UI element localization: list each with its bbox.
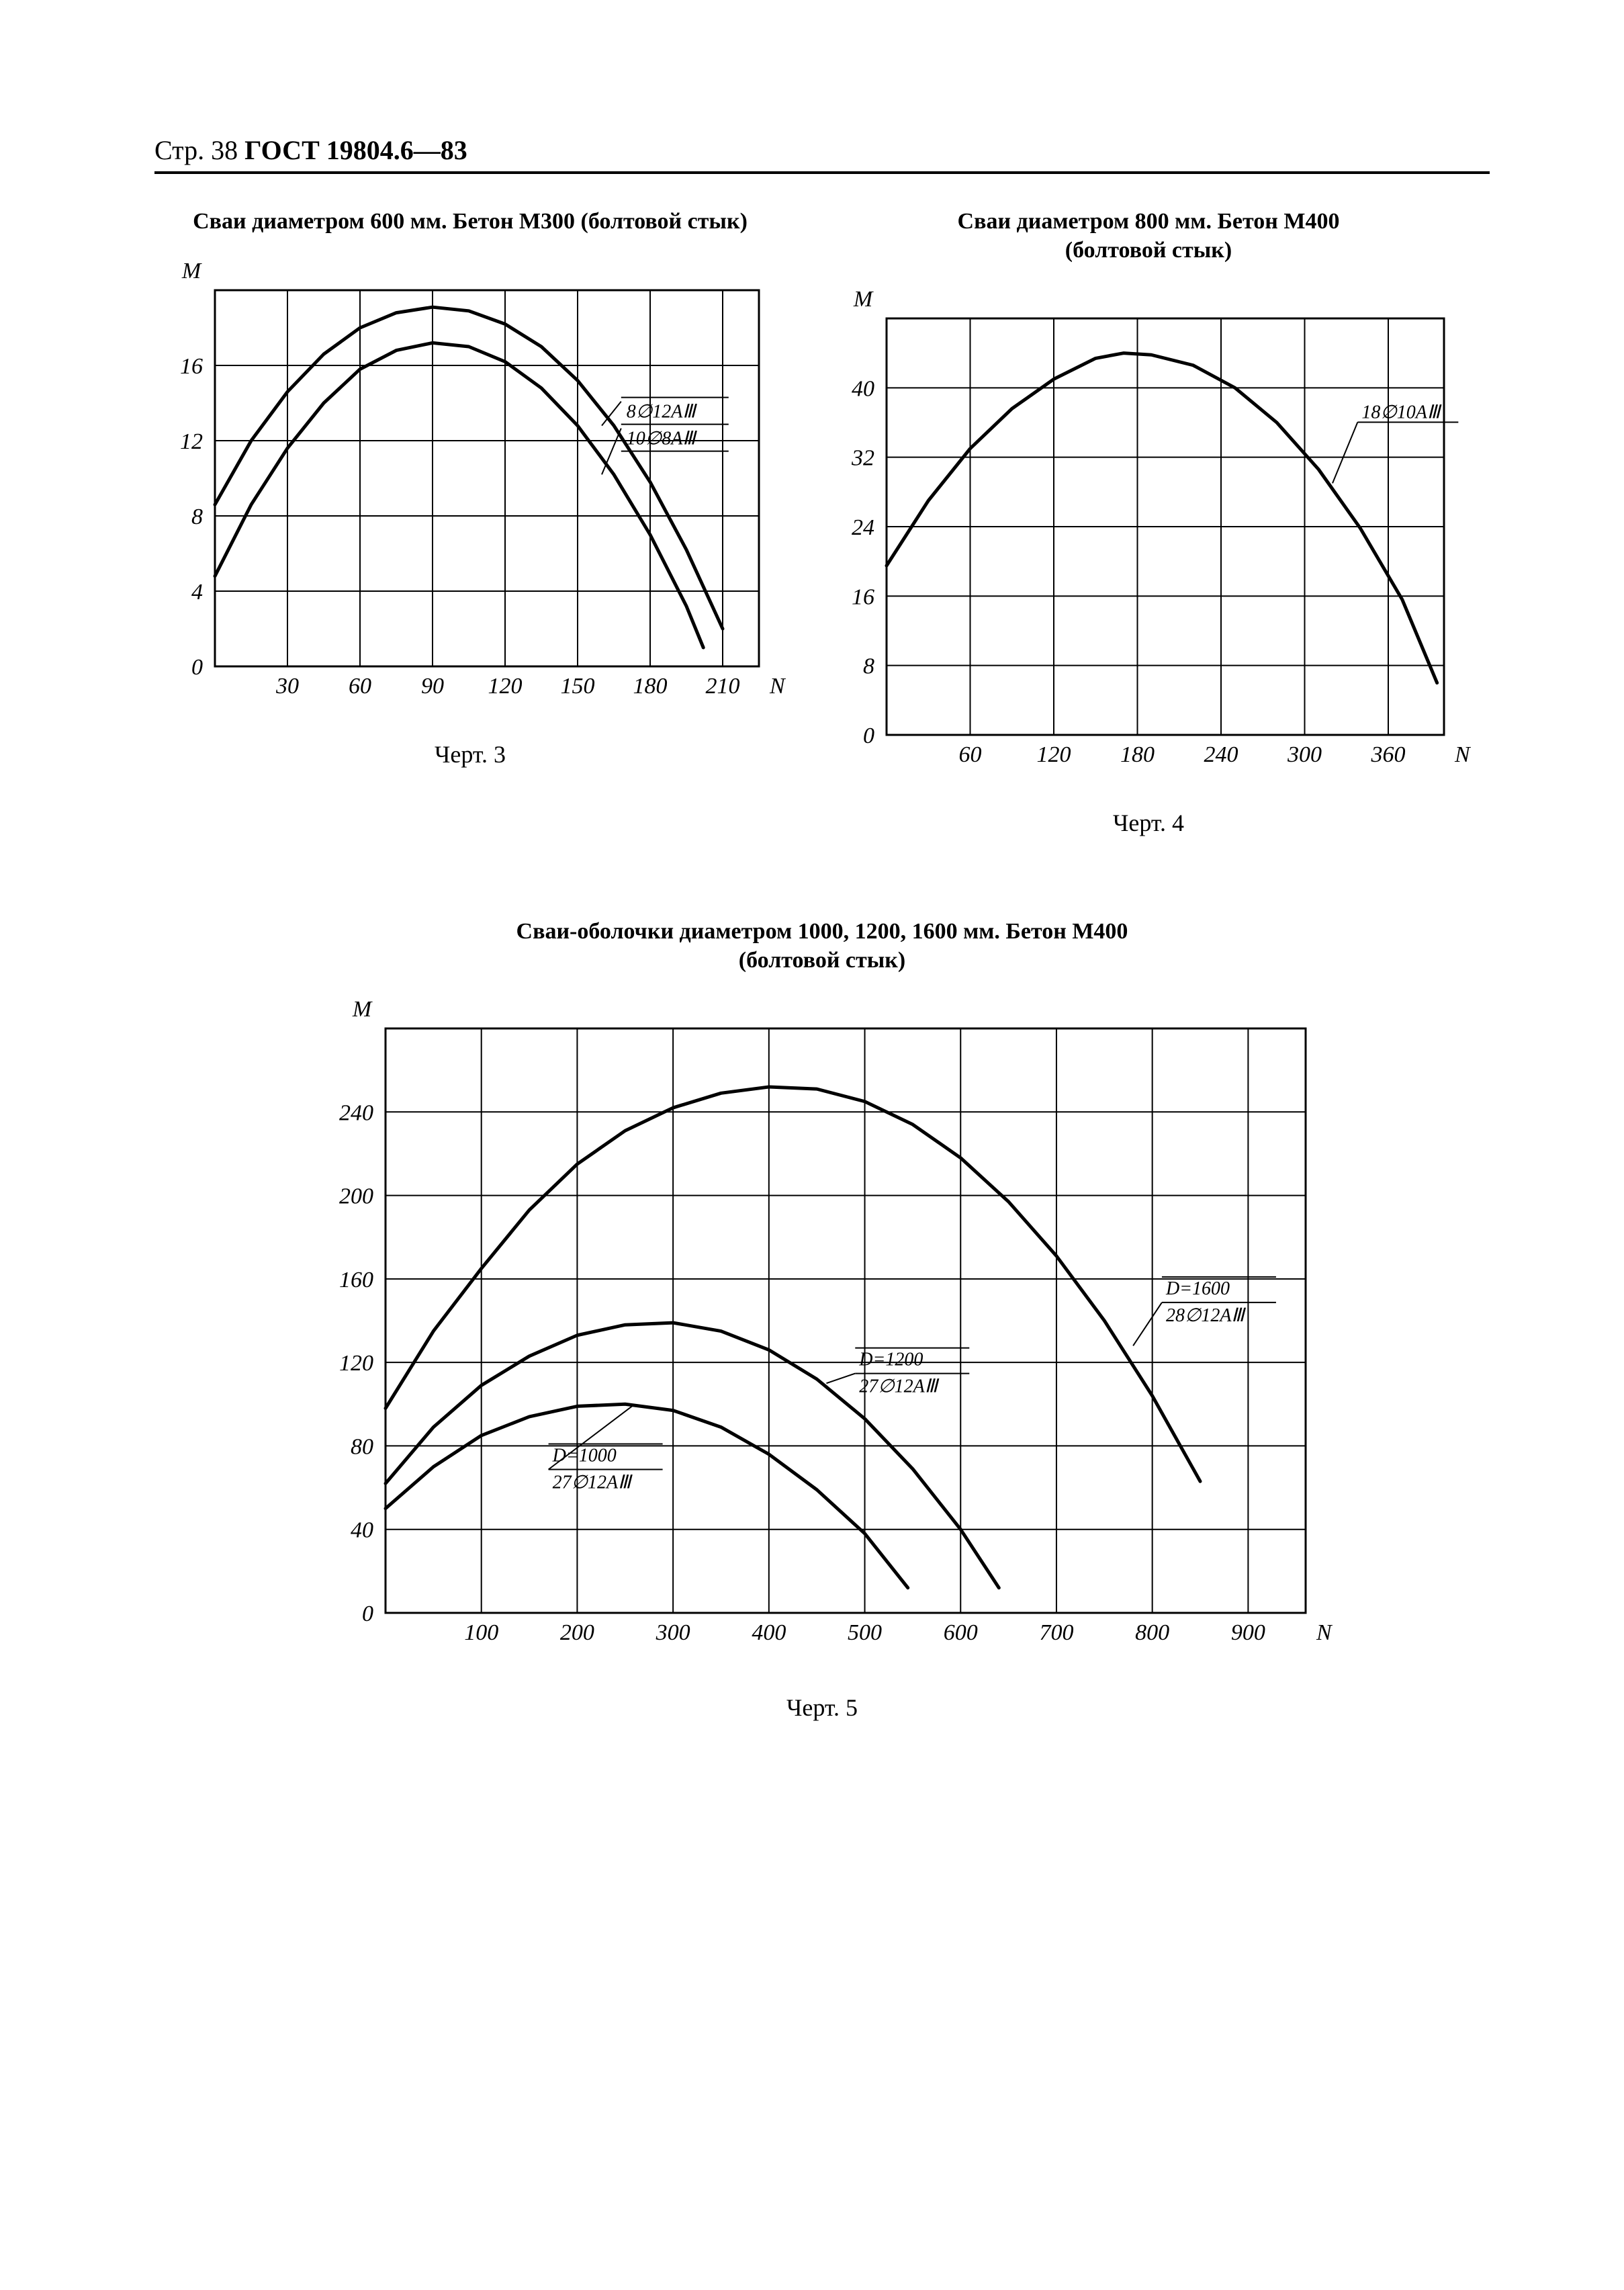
svg-text:80: 80 (351, 1434, 373, 1459)
svg-text:30: 30 (275, 674, 299, 699)
svg-text:400: 400 (752, 1620, 786, 1645)
standard-code: ГОСТ 19804.6—83 (244, 135, 467, 165)
chart-3-title: Сваи диаметром 600 мм. Бетон М300 (болто… (154, 208, 786, 236)
svg-text:N: N (1454, 742, 1471, 767)
page-header: Стр. 38 ГОСТ 19804.6—83 (154, 134, 1490, 174)
svg-text:120: 120 (1037, 742, 1071, 767)
svg-text:180: 180 (633, 674, 668, 699)
svg-text:24: 24 (852, 515, 874, 540)
svg-text:10∅8AⅢ: 10∅8AⅢ (627, 428, 697, 449)
chart-4-caption: Черт. 4 (826, 809, 1471, 837)
svg-text:4: 4 (191, 580, 203, 605)
svg-text:100: 100 (464, 1620, 498, 1645)
svg-text:12: 12 (180, 429, 203, 454)
svg-text:8∅12AⅢ: 8∅12AⅢ (627, 401, 697, 422)
svg-text:32: 32 (851, 446, 874, 471)
svg-text:800: 800 (1135, 1620, 1169, 1645)
svg-text:27∅12AⅢ: 27∅12AⅢ (553, 1472, 633, 1493)
chart-3-block: Сваи диаметром 600 мм. Бетон М300 (болто… (154, 208, 786, 837)
chart-5-title: Сваи-оболочки диаметром 1000, 1200, 1600… (298, 918, 1346, 975)
svg-text:360: 360 (1371, 742, 1406, 767)
svg-text:150: 150 (561, 674, 595, 699)
svg-text:16: 16 (852, 584, 874, 609)
svg-text:0: 0 (362, 1601, 373, 1626)
svg-text:18∅10AⅢ: 18∅10AⅢ (1361, 402, 1441, 423)
svg-text:700: 700 (1039, 1620, 1073, 1645)
svg-text:240: 240 (339, 1100, 373, 1125)
chart-3-caption: Черт. 3 (154, 740, 786, 768)
chart-4-svg: 60 120 180 240 300 360 0 8 16 24 32 40 M N 18∅10AⅢ (826, 278, 1471, 789)
svg-text:300: 300 (1287, 742, 1322, 767)
svg-text:210: 210 (706, 674, 740, 699)
svg-text:8: 8 (863, 654, 874, 679)
svg-text:40: 40 (852, 376, 874, 401)
svg-text:N: N (1316, 1620, 1333, 1645)
svg-text:60: 60 (959, 742, 982, 767)
svg-text:240: 240 (1204, 742, 1238, 767)
svg-text:28∅12AⅢ: 28∅12AⅢ (1166, 1305, 1246, 1326)
svg-text:0: 0 (863, 723, 874, 748)
svg-text:27∅12AⅢ: 27∅12AⅢ (859, 1376, 939, 1397)
svg-text:90: 90 (421, 674, 444, 699)
svg-text:M: M (853, 287, 874, 312)
svg-text:D=1000: D=1000 (552, 1446, 617, 1466)
svg-text:8: 8 (191, 504, 203, 529)
svg-text:200: 200 (339, 1184, 373, 1209)
svg-text:D=1600: D=1600 (1165, 1278, 1230, 1299)
svg-text:120: 120 (488, 674, 523, 699)
svg-text:160: 160 (339, 1268, 373, 1292)
chart-5-svg: 100 200 300 400 500 600 700 800 900 0 40 80 120 160 20… (312, 988, 1333, 1673)
svg-text:N: N (769, 674, 786, 699)
svg-text:600: 600 (944, 1620, 978, 1645)
svg-text:500: 500 (848, 1620, 882, 1645)
svg-text:16: 16 (180, 354, 203, 379)
svg-text:200: 200 (560, 1620, 594, 1645)
svg-text:180: 180 (1120, 742, 1155, 767)
top-chart-row: Сваи диаметром 600 мм. Бетон М300 (болто… (154, 208, 1490, 837)
chart-3-svg: 30 60 90 120 150 180 210 0 4 8 12 16 M N 8∅12AⅢ 10∅8AⅢ (154, 250, 786, 720)
svg-text:0: 0 (191, 655, 203, 680)
svg-text:40: 40 (351, 1518, 373, 1543)
chart-5-block: Сваи-оболочки диаметром 1000, 1200, 1600… (298, 918, 1346, 1722)
svg-text:300: 300 (656, 1620, 690, 1645)
page: Стр. 38 ГОСТ 19804.6—83 Сваи диаметром 6… (0, 0, 1624, 2290)
chart-4-title: Сваи диаметром 800 мм. Бетон М400 (болто… (826, 208, 1471, 265)
page-number-prefix: Стр. 38 (154, 135, 244, 165)
svg-text:900: 900 (1231, 1620, 1265, 1645)
svg-text:D=1200: D=1200 (858, 1350, 923, 1370)
chart-5-caption: Черт. 5 (298, 1693, 1346, 1722)
svg-text:120: 120 (339, 1351, 373, 1376)
svg-text:60: 60 (349, 674, 371, 699)
chart-4-block: Сваи диаметром 800 мм. Бетон М400 (болто… (826, 208, 1471, 837)
svg-text:M: M (352, 997, 373, 1022)
svg-text:M: M (181, 259, 202, 283)
